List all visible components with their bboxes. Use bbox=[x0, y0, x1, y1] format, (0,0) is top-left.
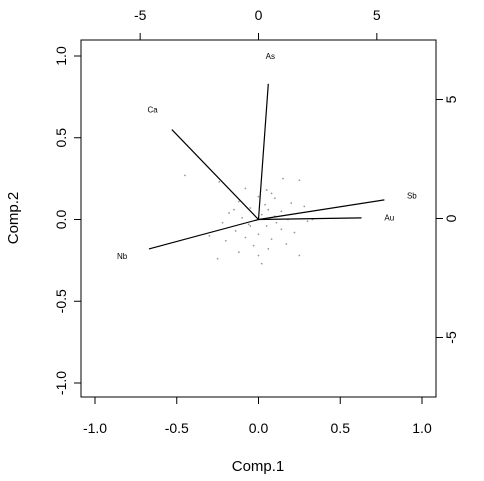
loading-label: Au bbox=[384, 213, 394, 222]
score-point bbox=[303, 205, 306, 208]
y-tick-label: 1.0 bbox=[53, 46, 69, 66]
score-point bbox=[265, 189, 268, 191]
score-point bbox=[216, 257, 219, 260]
score-point bbox=[237, 251, 240, 254]
loading-vectors: As Ca Sb Au Nb bbox=[117, 52, 417, 261]
loading-vector bbox=[148, 218, 259, 250]
right-tick-label: 0 bbox=[443, 214, 459, 222]
y-tick-label: -1.0 bbox=[53, 371, 69, 395]
x-axis-label: Comp.1 bbox=[232, 458, 285, 475]
left-axis: -1.0 -0.5 0.0 0.5 1.0 bbox=[53, 46, 81, 395]
top-axis: -5 0 5 bbox=[134, 7, 381, 40]
score-points bbox=[184, 174, 314, 265]
loading-label: Sb bbox=[407, 192, 417, 201]
score-point bbox=[275, 221, 278, 224]
score-point bbox=[280, 210, 283, 213]
top-tick-label: 0 bbox=[255, 7, 263, 23]
score-point bbox=[267, 248, 270, 250]
score-point bbox=[293, 231, 296, 234]
score-point bbox=[298, 179, 301, 182]
score-point bbox=[306, 220, 309, 223]
score-point bbox=[265, 225, 268, 227]
loading-label: Nb bbox=[117, 252, 128, 261]
score-point bbox=[257, 195, 260, 198]
right-tick-label: -5 bbox=[443, 331, 459, 344]
score-point bbox=[237, 200, 240, 203]
score-point bbox=[244, 187, 247, 190]
right-axis: -5 0 5 bbox=[436, 95, 459, 344]
loading-vector bbox=[171, 129, 259, 220]
score-point bbox=[264, 203, 266, 206]
score-point bbox=[267, 208, 270, 211]
loading-vector bbox=[258, 217, 362, 221]
score-point bbox=[228, 212, 230, 214]
score-point bbox=[270, 238, 273, 241]
score-point bbox=[221, 221, 224, 224]
score-point bbox=[273, 197, 276, 200]
right-tick-label: 5 bbox=[443, 95, 459, 103]
score-point bbox=[252, 244, 255, 247]
score-point bbox=[257, 254, 260, 257]
score-point bbox=[247, 223, 250, 226]
score-point bbox=[282, 177, 284, 180]
loading-label: Ca bbox=[147, 106, 158, 115]
score-point bbox=[224, 239, 227, 242]
score-point bbox=[260, 213, 263, 216]
score-point bbox=[285, 243, 288, 245]
score-point bbox=[257, 233, 260, 236]
score-point bbox=[298, 254, 301, 257]
score-point bbox=[184, 174, 186, 177]
score-point bbox=[244, 236, 247, 239]
score-point bbox=[260, 262, 263, 265]
score-point bbox=[234, 230, 237, 232]
score-point bbox=[280, 228, 283, 231]
x-tick-label: 1.0 bbox=[412, 420, 432, 436]
loading-vector bbox=[257, 83, 269, 220]
x-tick-label: 0.0 bbox=[249, 420, 269, 436]
y-axis-label: Comp.2 bbox=[5, 192, 22, 245]
score-point bbox=[270, 192, 273, 195]
bottom-axis: -1.0 -0.5 0.0 0.5 1.0 bbox=[83, 397, 432, 436]
score-point bbox=[290, 202, 293, 205]
score-point bbox=[233, 208, 235, 211]
y-tick-label: -0.5 bbox=[53, 289, 69, 313]
y-tick-label: 0.5 bbox=[53, 128, 69, 148]
loading-vector bbox=[258, 199, 385, 221]
x-tick-label: -1.0 bbox=[83, 420, 107, 436]
y-tick-label: 0.0 bbox=[53, 210, 69, 230]
top-tick-label: -5 bbox=[134, 7, 147, 23]
score-point bbox=[241, 216, 244, 219]
score-point bbox=[218, 180, 221, 183]
score-point bbox=[249, 207, 252, 209]
score-point bbox=[208, 234, 211, 237]
loading-label: As bbox=[266, 52, 275, 61]
score-point bbox=[249, 225, 252, 227]
x-tick-label: 0.5 bbox=[331, 420, 351, 436]
x-tick-label: -0.5 bbox=[165, 420, 189, 436]
top-tick-label: 5 bbox=[373, 7, 381, 23]
